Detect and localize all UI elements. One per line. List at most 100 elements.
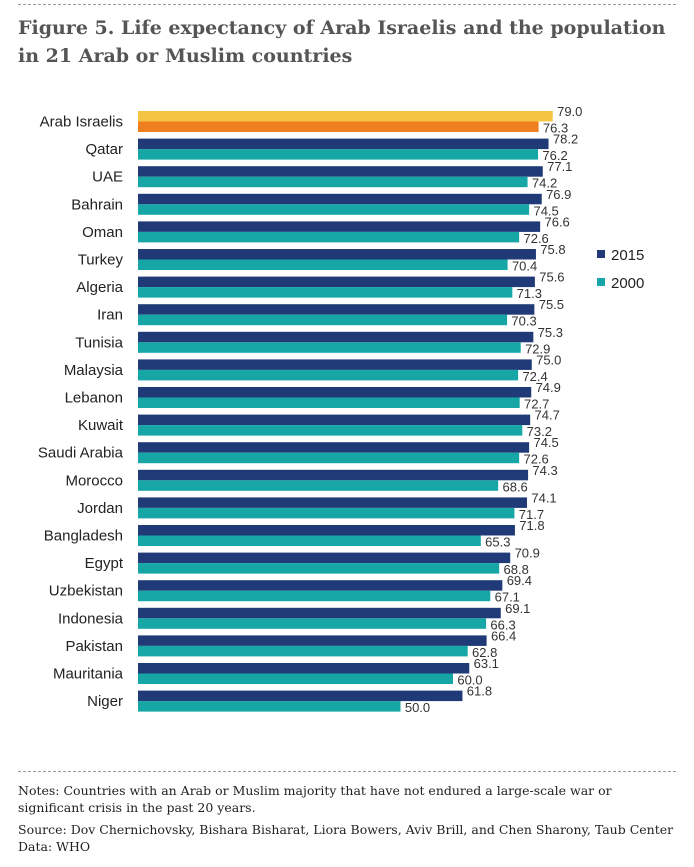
category-label: Morocco — [65, 472, 123, 489]
bar-2000 — [138, 287, 513, 298]
value-label-2015: 71.8 — [519, 518, 544, 533]
bar-2015 — [138, 193, 542, 205]
category-label: Lebanon — [65, 390, 123, 407]
value-label-2000: 74.5 — [533, 203, 558, 218]
category-label: Bahrain — [71, 196, 123, 213]
value-label-2015: 61.8 — [467, 684, 492, 699]
top-divider — [18, 4, 676, 5]
value-label-2015: 75.6 — [539, 270, 564, 285]
value-label-2015: 75.8 — [540, 242, 565, 257]
value-label-2000: 74.2 — [532, 176, 557, 191]
value-label-2015: 74.3 — [532, 463, 557, 478]
bar-2015 — [138, 497, 528, 508]
legend-label-2000: 2000 — [611, 275, 644, 292]
value-label-2015: 75.3 — [538, 325, 563, 340]
category-label: Bangladesh — [44, 528, 123, 545]
value-label-2015: 79.0 — [557, 104, 582, 119]
figure-title: Figure 5. Life expectancy of Arab Israel… — [18, 17, 666, 67]
notes-text: Notes: Countries with an Arab or Muslim … — [18, 783, 612, 815]
value-label-2000: 67.1 — [495, 590, 520, 605]
category-label: Arab Israelis — [40, 114, 123, 131]
bar-2015 — [138, 414, 531, 426]
value-label-2000: 72.6 — [523, 452, 548, 467]
notes-block: Notes: Countries with an Arab or Muslim … — [18, 782, 678, 860]
value-label-2015: 74.9 — [536, 380, 561, 395]
bar-2015 — [138, 387, 532, 398]
bar-2000 — [138, 618, 487, 629]
value-label-2000: 68.6 — [502, 479, 527, 494]
value-label-2015: 66.4 — [491, 628, 516, 643]
bar-2000 — [138, 342, 521, 353]
bar-2015 — [138, 690, 463, 702]
bar-2000 — [138, 645, 468, 657]
category-label: Jordan — [77, 500, 123, 517]
data-source-line: Data: WHO — [18, 839, 91, 854]
category-label: Oman — [82, 224, 123, 241]
value-label-2000: 73.2 — [527, 424, 552, 439]
bar-2015 — [138, 607, 501, 619]
value-label-2015: 70.9 — [515, 546, 540, 561]
category-label: Saudi Arabia — [38, 445, 124, 462]
bar-2000 — [138, 452, 520, 464]
value-label-2000: 72.4 — [522, 369, 547, 384]
bar-2015 — [138, 469, 529, 481]
category-label: Tunisia — [75, 334, 123, 351]
bar-2015 — [138, 663, 470, 674]
bar-2015 — [138, 359, 532, 370]
bar-2015 — [138, 580, 503, 591]
bar-2015 — [138, 525, 515, 536]
bar-2000 — [138, 121, 539, 132]
value-label-2000: 72.9 — [525, 341, 550, 356]
value-label-2000: 66.3 — [490, 617, 515, 632]
source-line: Source: Dov Chernichovsky, Bishara Bisha… — [18, 822, 674, 837]
value-label-2015: 78.2 — [553, 132, 578, 147]
value-label-2000: 60.0 — [457, 673, 482, 688]
value-label-2015: 74.7 — [535, 408, 560, 423]
bar-2000 — [138, 480, 499, 491]
legend-swatch-2000 — [597, 278, 605, 286]
value-label-2000: 76.3 — [543, 121, 568, 136]
bar-2015 — [138, 635, 487, 646]
category-label: Kuwait — [78, 417, 124, 434]
value-label-2015: 75.0 — [536, 352, 561, 367]
value-label-2000: 70.3 — [511, 314, 536, 329]
bar-2015 — [138, 442, 530, 453]
value-label-2000: 70.4 — [512, 259, 537, 274]
value-label-2000: 50.0 — [405, 700, 430, 715]
bar-2000 — [138, 397, 520, 408]
value-label-2015: 76.9 — [546, 187, 571, 202]
bar-2000 — [138, 507, 515, 519]
category-label: Qatar — [85, 141, 123, 158]
value-label-2000: 72.6 — [523, 231, 548, 246]
category-label: Pakistan — [65, 638, 123, 655]
bar-2015 — [138, 276, 535, 288]
category-label: Malaysia — [64, 362, 124, 379]
bar-2000 — [138, 701, 401, 712]
bar-chart: Arab Israelis 79.0 76.3 Qatar 78.276.2 UAE 77.… — [38, 104, 644, 715]
value-label-2015: 69.4 — [507, 573, 532, 588]
bar-2015 — [138, 249, 536, 260]
category-label: Algeria — [76, 279, 123, 296]
value-label-2000: 71.3 — [517, 286, 542, 301]
bar-2000 — [138, 204, 530, 215]
bar-2000 — [138, 535, 481, 546]
bar-2000 — [138, 425, 523, 436]
bar-2015 — [138, 552, 511, 564]
bar-2015 — [138, 331, 534, 343]
value-label-2000: 72.7 — [524, 397, 549, 412]
category-label: Niger — [87, 693, 123, 710]
value-label-2015: 77.1 — [547, 159, 572, 174]
bar-2000 — [138, 673, 453, 684]
bar-2015 — [138, 221, 541, 232]
value-label-2000: 62.8 — [472, 645, 497, 660]
category-label: Mauritania — [53, 666, 124, 683]
legend-swatch-2015 — [597, 250, 605, 258]
category-label: Iran — [97, 307, 123, 324]
legend-label-2015: 2015 — [611, 247, 644, 264]
bottom-divider — [18, 771, 676, 772]
value-label-2015: 63.1 — [474, 656, 499, 671]
value-label-2015: 74.5 — [533, 435, 558, 450]
value-label-2000: 76.2 — [542, 148, 567, 163]
category-label: Egypt — [85, 555, 124, 572]
value-label-2000: 71.7 — [519, 507, 544, 522]
